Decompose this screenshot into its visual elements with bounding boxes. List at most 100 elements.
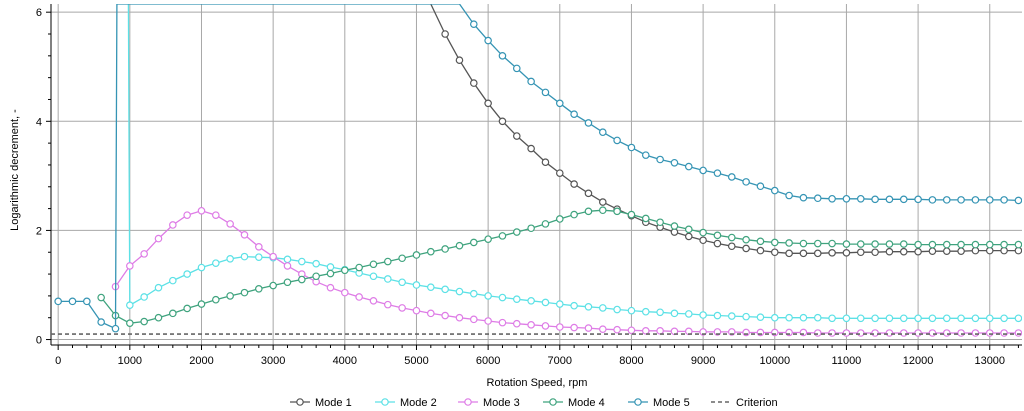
data-point-mode-3 bbox=[283, 262, 292, 270]
data-point-mode-5 bbox=[957, 196, 965, 204]
data-point-mode-2 bbox=[928, 314, 937, 323]
data-point-mode-3 bbox=[641, 327, 650, 335]
data-point-mode-4 bbox=[369, 260, 378, 269]
data-point-mode-2 bbox=[670, 309, 679, 318]
data-point-mode-3 bbox=[613, 325, 621, 334]
data-point-mode-2 bbox=[699, 311, 707, 319]
data-point-mode-2 bbox=[770, 313, 779, 322]
grid bbox=[51, 4, 1022, 345]
series-mode-4 bbox=[97, 206, 1022, 327]
data-point-mode-4 bbox=[828, 239, 836, 248]
data-point-mode-3 bbox=[154, 234, 163, 243]
x-tick-label: 11000 bbox=[832, 355, 862, 367]
data-point-mode-3 bbox=[427, 309, 435, 318]
data-point-mode-4 bbox=[641, 214, 650, 223]
data-point-mode-4 bbox=[656, 218, 664, 227]
series-line-mode-1 bbox=[430, 4, 1019, 254]
data-point-mode-3 bbox=[942, 329, 951, 337]
data-point-mode-4 bbox=[885, 240, 894, 248]
legend-label: Mode 3 bbox=[483, 397, 520, 409]
data-point-mode-3 bbox=[226, 220, 234, 228]
data-point-mode-3 bbox=[842, 329, 851, 337]
data-point-mode-3 bbox=[255, 242, 263, 251]
data-point-mode-4 bbox=[785, 239, 793, 247]
data-point-mode-1 bbox=[742, 244, 750, 253]
data-point-mode-2 bbox=[541, 298, 550, 307]
data-point-mode-1 bbox=[799, 249, 808, 258]
data-point-mode-3 bbox=[828, 329, 836, 337]
data-point-mode-5 bbox=[713, 169, 722, 177]
data-point-mode-5 bbox=[498, 52, 507, 60]
data-point-mode-1 bbox=[555, 169, 564, 177]
data-point-mode-1 bbox=[928, 247, 937, 255]
data-point-mode-4 bbox=[899, 240, 908, 248]
data-point-mode-1 bbox=[770, 248, 779, 257]
data-point-mode-4 bbox=[770, 238, 779, 247]
data-point-mode-5 bbox=[111, 324, 120, 333]
data-point-mode-5 bbox=[54, 297, 62, 306]
data-point-mode-5 bbox=[742, 178, 750, 186]
data-point-mode-2 bbox=[154, 283, 163, 292]
data-point-mode-2 bbox=[427, 283, 435, 291]
data-point-mode-4 bbox=[670, 222, 679, 230]
data-point-mode-1 bbox=[527, 144, 535, 153]
legend-label: Mode 5 bbox=[653, 397, 690, 409]
y-tick-label: 2 bbox=[36, 225, 42, 237]
data-point-mode-5 bbox=[613, 136, 621, 145]
data-point-mode-2 bbox=[756, 313, 765, 321]
data-point-mode-5 bbox=[570, 110, 578, 119]
data-point-mode-2 bbox=[985, 314, 994, 323]
y-tick-label: 6 bbox=[36, 7, 42, 19]
data-point-mode-4 bbox=[197, 300, 206, 308]
data-point-mode-2 bbox=[641, 307, 650, 316]
data-point-mode-3 bbox=[914, 329, 922, 337]
data-point-mode-4 bbox=[570, 210, 578, 219]
data-point-mode-2 bbox=[828, 314, 836, 323]
data-point-mode-3 bbox=[469, 315, 478, 324]
series-layer bbox=[51, 4, 1022, 337]
data-point-mode-2 bbox=[1000, 314, 1008, 323]
data-point-mode-1 bbox=[699, 236, 707, 245]
data-point-mode-3 bbox=[856, 329, 865, 337]
data-point-mode-4 bbox=[555, 215, 564, 223]
data-point-mode-1 bbox=[727, 242, 736, 251]
data-point-mode-2 bbox=[613, 305, 621, 314]
x-tick-label: 1000 bbox=[118, 355, 142, 367]
x-tick-label: 6000 bbox=[476, 355, 500, 367]
data-point-mode-4 bbox=[384, 257, 392, 266]
x-tick-label: 2000 bbox=[189, 355, 213, 367]
data-point-mode-3 bbox=[957, 329, 965, 337]
data-point-mode-2 bbox=[126, 301, 134, 309]
series-line-mode-5 bbox=[58, 4, 1019, 330]
data-point-mode-4 bbox=[598, 206, 607, 215]
data-point-mode-4 bbox=[928, 240, 937, 249]
data-point-mode-1 bbox=[598, 198, 607, 206]
legend-label: Mode 2 bbox=[400, 397, 437, 409]
data-point-mode-2 bbox=[942, 314, 951, 323]
data-point-mode-4 bbox=[498, 232, 507, 240]
data-point-mode-2 bbox=[742, 312, 750, 321]
data-point-mode-5 bbox=[871, 195, 879, 204]
series-mode-2 bbox=[126, 4, 1022, 323]
legend-label: Mode 1 bbox=[315, 397, 352, 409]
legend: Mode 1 Mode 2 Mode 3 Mode 4 Mode 5 Criterion bbox=[290, 397, 778, 409]
data-point-mode-2 bbox=[656, 308, 664, 317]
data-point-mode-4 bbox=[441, 245, 449, 253]
data-point-mode-1 bbox=[713, 239, 722, 248]
series-mode-1 bbox=[430, 4, 1022, 258]
data-point-mode-5 bbox=[555, 99, 564, 108]
data-point-mode-4 bbox=[269, 281, 277, 290]
data-point-mode-5 bbox=[813, 194, 822, 203]
data-point-mode-4 bbox=[713, 231, 722, 240]
data-point-mode-1 bbox=[957, 247, 965, 255]
data-point-mode-1 bbox=[914, 247, 922, 256]
data-point-mode-5 bbox=[584, 119, 593, 127]
data-point-mode-4 bbox=[971, 240, 980, 249]
data-point-mode-3 bbox=[169, 221, 177, 229]
series-line-mode-2 bbox=[127, 4, 1019, 319]
data-point-mode-2 bbox=[384, 275, 392, 283]
data-point-mode-4 bbox=[97, 293, 105, 302]
data-point-mode-2 bbox=[971, 314, 980, 323]
data-point-mode-2 bbox=[498, 293, 507, 302]
